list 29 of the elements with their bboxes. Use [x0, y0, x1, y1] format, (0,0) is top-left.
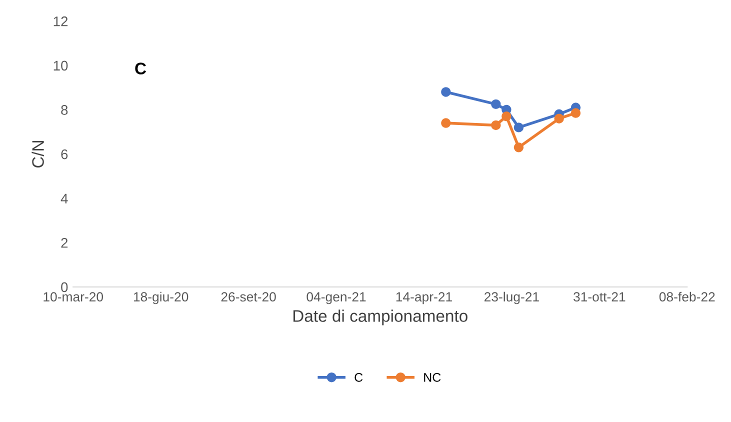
x-tick-label: 04-gen-21 [306, 292, 366, 304]
y-tick-label: 12 [54, 16, 68, 26]
x-tick-label: 31-ott-21 [574, 292, 626, 302]
y-axis-title: C/N [32, 141, 44, 168]
point [570, 108, 581, 118]
point [554, 114, 564, 124]
point [514, 122, 524, 132]
point [441, 87, 451, 97]
annotation: C [135, 62, 146, 74]
y-tick-label: 8 [61, 105, 68, 115]
point [514, 142, 524, 152]
legend-label: NC [424, 372, 441, 382]
x-tick-label: 26-set-20 [221, 292, 276, 302]
x-axis-title: Date di campionamento [293, 310, 468, 326]
x-tick-label: 14-apr-21 [396, 292, 452, 304]
x-tick-label: 23-lug-21 [484, 292, 539, 304]
y-tick-label: 4 [60, 194, 68, 204]
y-tick-label: 2 [61, 238, 68, 248]
y-tick-label: 6 [61, 149, 68, 160]
x-tick-label: 08-feb-22 [659, 292, 715, 302]
point [502, 112, 512, 122]
legend-label: C [354, 372, 363, 382]
point [491, 99, 501, 110]
x-tick-label: 18-giu-20 [134, 292, 188, 304]
y-tick-label: 0 [61, 282, 68, 292]
point [441, 118, 451, 128]
y-tick-label: 10 [54, 60, 68, 71]
x-tick-label: 10-mar-20 [44, 292, 104, 302]
point [491, 120, 501, 130]
